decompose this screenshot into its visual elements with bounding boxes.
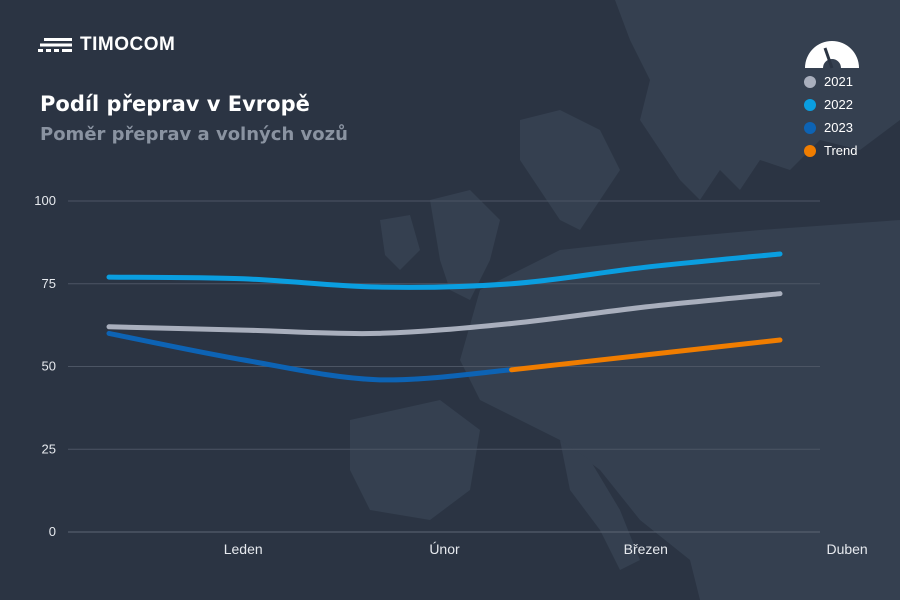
legend-label: 2023	[824, 120, 853, 135]
chart-subtitle: Poměr přeprav a volných vozů	[40, 124, 348, 145]
brand-name: TIMOCOM	[80, 34, 176, 55]
series-line-2021	[106, 291, 783, 337]
legend-item-2022: 2022	[804, 93, 857, 116]
legend-item-trend: Trend	[804, 139, 857, 162]
y-tick-label: 100	[34, 193, 56, 208]
legend-swatch	[804, 121, 816, 134]
gauge-icon	[805, 41, 859, 69]
x-tick-label: Duben	[826, 541, 867, 557]
chart-legend: 2021 2022 2023 Trend	[804, 70, 857, 162]
legend-item-2023: 2023	[804, 116, 857, 139]
legend-item-2021: 2021	[804, 70, 857, 93]
legend-swatch	[804, 75, 816, 88]
x-tick-label: Únor	[429, 541, 460, 557]
series-line-2023	[106, 330, 515, 383]
series-line-2022	[106, 251, 783, 290]
y-tick-label: 50	[42, 359, 56, 374]
legend-swatch	[804, 144, 816, 157]
legend-label: 2021	[824, 74, 853, 89]
y-tick-label: 75	[42, 276, 56, 291]
y-tick-label: 0	[49, 524, 56, 539]
brand-logo: TIMOCOM	[38, 34, 175, 56]
series-line-trend	[509, 337, 783, 373]
legend-swatch	[804, 98, 816, 111]
x-tick-label: Březen	[624, 541, 668, 557]
x-tick-label: Leden	[224, 541, 263, 557]
chart-title: Podíl přeprav v Evropě	[40, 92, 310, 116]
legend-label: 2022	[824, 97, 853, 112]
timocom-logo-icon	[38, 38, 72, 52]
legend-label: Trend	[824, 143, 858, 158]
y-tick-label: 25	[42, 441, 56, 456]
